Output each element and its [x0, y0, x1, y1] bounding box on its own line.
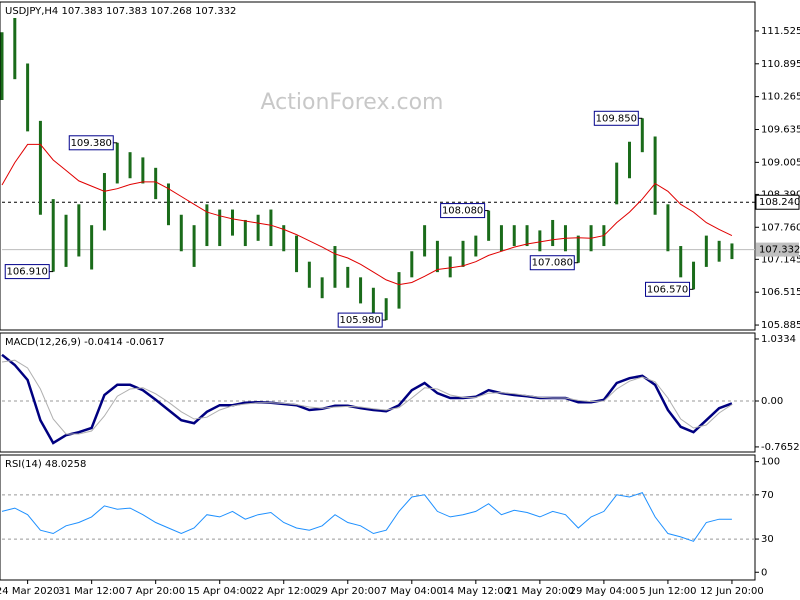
annotation-label: 107.080 [532, 258, 573, 269]
y-tick-label: 1.0334 [761, 334, 796, 345]
annotation-label: 109.850 [596, 113, 637, 124]
reference-label: 108.240 [759, 197, 800, 208]
y-tick-label: 105.885 [761, 320, 800, 331]
annotation-label: 109.380 [71, 138, 112, 149]
x-tick-label: 21 May 20:00 [506, 586, 575, 597]
x-tick-label: 12 Jun 20:00 [700, 586, 764, 597]
annotation-box [529, 255, 575, 271]
x-tick-label: 14 May 12:00 [442, 586, 511, 597]
x-tick-label: 31 Mar 12:00 [58, 586, 125, 597]
indicator-line [1, 491, 732, 542]
title-bg [3, 335, 180, 349]
annotation-label: 106.910 [7, 267, 48, 278]
y-tick-label: 0 [761, 567, 767, 578]
annotation-box [337, 312, 383, 328]
y-tick-label: 110.895 [761, 59, 800, 70]
annotation-label: 105.980 [340, 315, 381, 326]
current-price-label: 107.332 [759, 245, 800, 256]
annotation-box [440, 203, 486, 219]
y-tick-label: 110.265 [761, 92, 800, 103]
annotation-box [4, 264, 50, 280]
y-tick-label: 30 [761, 534, 774, 545]
y-tick-label: 106.515 [761, 287, 800, 298]
x-tick-label: 29 May 04:00 [570, 586, 639, 597]
x-tick-label: 15 Apr 04:00 [187, 586, 252, 597]
panel-frame [0, 332, 756, 453]
x-tick-label: 29 Apr 20:00 [315, 586, 380, 597]
indicator-line [1, 353, 733, 445]
annotation-label: 106.570 [647, 284, 688, 295]
y-tick-label: 109.005 [761, 157, 800, 168]
annotation-label: 108.080 [442, 206, 483, 217]
x-tick-label: 22 Apr 12:00 [251, 586, 316, 597]
panel-frame [0, 1, 756, 331]
panel-title: USDJPY,H4 107.383 107.383 107.268 107.33… [5, 6, 236, 17]
x-tick-label: 24 Mar 2020 [0, 586, 59, 597]
y-tick-label: -0.7652 [761, 442, 800, 453]
annotation-box [645, 281, 691, 297]
title-bg [3, 4, 260, 18]
x-tick-label: 7 Apr 20:00 [126, 586, 185, 597]
y-tick-label: 107.760 [761, 222, 800, 233]
title-bg [3, 457, 95, 471]
moving-average [1, 143, 733, 286]
y-tick-label: 107.145 [761, 254, 800, 265]
y-tick-label: 70 [761, 490, 774, 501]
y-tick-label: 109.635 [761, 124, 800, 135]
panel-title: RSI(14) 48.0258 [5, 459, 86, 470]
watermark: ActionForex.com [261, 90, 444, 115]
x-tick-label: 7 May 04:00 [381, 586, 443, 597]
reference-box [755, 194, 800, 210]
panel-frame [0, 454, 756, 581]
annotation-box [68, 135, 114, 151]
panel-title: MACD(12,26,9) -0.0414 -0.0617 [5, 337, 165, 348]
y-tick-label: 100 [761, 457, 780, 468]
current-price-box [756, 242, 799, 257]
y-tick-label: 111.525 [761, 26, 800, 37]
indicator-line [1, 359, 733, 435]
y-tick-label: 0.00 [761, 396, 783, 407]
annotation-box [593, 110, 639, 126]
x-tick-label: 5 Jun 12:00 [639, 586, 696, 597]
